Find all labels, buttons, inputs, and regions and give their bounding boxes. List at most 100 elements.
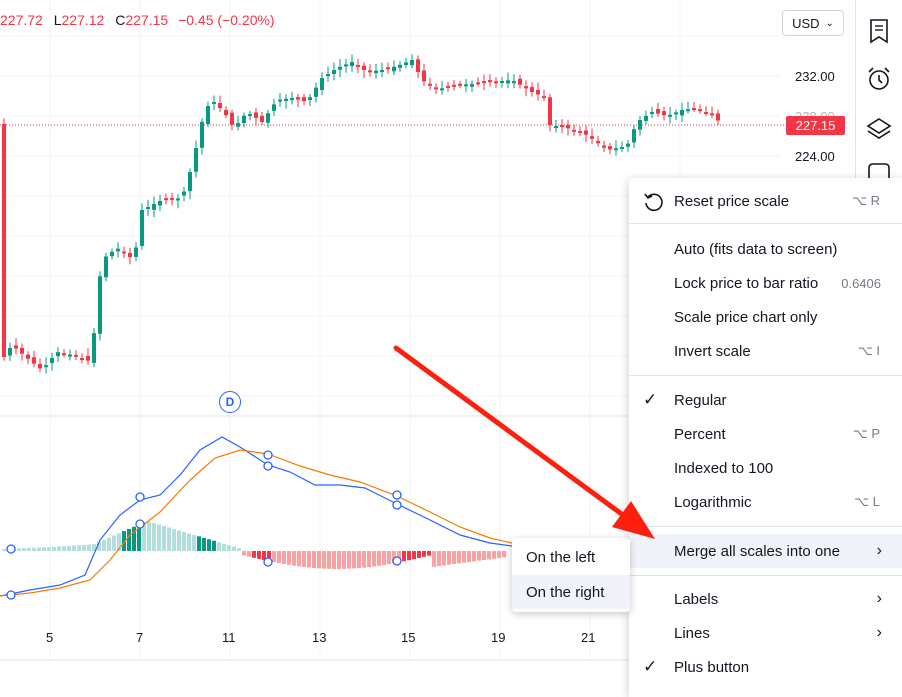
candle-body — [14, 345, 18, 349]
menu-item-scale-price-only[interactable]: Scale price chart only — [629, 300, 902, 334]
crossover-markers — [6, 450, 402, 600]
candle-body — [260, 115, 264, 122]
histogram-bar — [47, 547, 51, 551]
candle-body — [110, 251, 114, 257]
crossover-marker — [392, 500, 402, 510]
low-value: 227.12 — [61, 12, 105, 28]
candle-body — [290, 98, 294, 101]
candle-body — [506, 80, 510, 84]
histogram-bar — [452, 551, 456, 565]
candle-body — [380, 70, 384, 72]
candle-body — [116, 248, 120, 252]
menu-item-label: Indexed to 100 — [674, 459, 774, 477]
layers-icon[interactable] — [864, 114, 894, 144]
histogram-bar — [392, 551, 396, 564]
candle-body — [422, 70, 426, 82]
candle-body — [368, 70, 372, 73]
submenu-item-on-right[interactable]: On the right — [512, 575, 630, 609]
panel-icon[interactable] — [864, 160, 894, 178]
candle-body — [50, 358, 54, 363]
candle-body — [548, 97, 552, 125]
candle-body — [398, 64, 402, 68]
menu-item-labels[interactable]: Labels › — [629, 582, 902, 616]
menu-item-reset-price-scale[interactable]: Reset price scale ⌥ R — [629, 184, 902, 218]
time-axis-label: 11 — [222, 630, 236, 645]
dividend-marker[interactable]: D — [219, 391, 241, 413]
menu-item-plus-button[interactable]: ✓ Plus button — [629, 650, 902, 684]
macd-histogram — [2, 521, 506, 569]
candle-body — [536, 89, 540, 95]
histogram-bar — [277, 551, 281, 564]
histogram-bar — [267, 551, 271, 562]
histogram-bar — [337, 551, 341, 569]
histogram-bar — [57, 546, 61, 551]
histogram-bar — [122, 531, 126, 551]
histogram-bar — [17, 548, 21, 551]
histogram-bar — [162, 526, 166, 551]
histogram-bar — [192, 534, 196, 551]
currency-button[interactable]: USD ⌄ — [782, 10, 844, 36]
candle-body — [362, 65, 366, 70]
candle-body — [404, 62, 408, 65]
candle-body — [716, 113, 720, 121]
menu-item-label: Scale price chart only — [674, 308, 818, 326]
menu-item-shortcut: ⌥ I — [857, 343, 880, 358]
histogram-bar — [287, 551, 291, 565]
menu-divider — [629, 223, 902, 224]
menu-item-indexed[interactable]: Indexed to 100 — [629, 451, 902, 485]
candle-body — [464, 84, 468, 87]
histogram-bar — [447, 551, 451, 565]
candle-body — [566, 124, 570, 129]
crossover-marker — [6, 590, 16, 600]
candle-body — [62, 353, 66, 356]
candle-body — [590, 136, 594, 139]
ratio-value: 0.6406 — [841, 275, 881, 291]
crossover-marker — [135, 492, 145, 502]
histogram-bar — [372, 551, 376, 567]
chart-canvas[interactable] — [0, 0, 855, 697]
chart-area[interactable]: 227.72 L227.12 C227.15 −0.45 (−0.20%) US… — [0, 0, 855, 697]
menu-item-invert-scale[interactable]: Invert scale ⌥ I — [629, 334, 902, 368]
candle-body — [92, 333, 96, 363]
candle-body — [188, 172, 192, 192]
menu-item-lock-price-ratio[interactable]: Lock price to bar ratio 0.6406 — [629, 266, 902, 300]
candle-body — [680, 110, 684, 116]
histogram-bar — [457, 551, 461, 564]
histogram-bar — [297, 551, 301, 567]
menu-item-label: Plus button — [674, 658, 750, 676]
histogram-bar — [467, 551, 471, 563]
histogram-bar — [397, 551, 401, 563]
candle-body — [470, 84, 474, 87]
candle-body — [632, 129, 636, 143]
candle-body — [350, 62, 354, 67]
menu-item-merge-scales[interactable]: Merge all scales into one › — [629, 534, 902, 568]
menu-item-regular[interactable]: ✓ Regular — [629, 383, 902, 417]
watchlist-icon[interactable] — [864, 16, 894, 46]
histogram-bar — [252, 551, 256, 558]
histogram-bar — [497, 551, 501, 559]
menu-item-percent[interactable]: Percent ⌥ P — [629, 417, 902, 451]
menu-item-lines[interactable]: Lines › — [629, 616, 902, 650]
candle-body — [644, 116, 648, 121]
histogram-bar — [307, 551, 311, 568]
chevron-right-icon: › — [876, 624, 882, 641]
histogram-bar — [352, 551, 356, 569]
menu-item-shortcut: ⌥ P — [852, 426, 880, 441]
candle-body — [488, 79, 492, 83]
candle-body — [134, 247, 138, 257]
candle-body — [230, 112, 234, 125]
menu-divider — [629, 526, 902, 527]
candle-body — [410, 60, 414, 66]
histogram-bar — [387, 551, 391, 565]
candle-body — [638, 120, 642, 130]
histogram-bar — [157, 524, 161, 551]
alarm-clock-icon[interactable] — [864, 64, 894, 94]
crossover-marker — [263, 450, 273, 460]
submenu-item-on-left[interactable]: On the left — [526, 548, 596, 566]
time-axis-label: 7 — [136, 630, 144, 645]
candle-body — [596, 140, 600, 144]
last-price-tag: 227.15 — [786, 116, 845, 135]
histogram-bar — [282, 551, 286, 564]
menu-item-logarithmic[interactable]: Logarithmic ⌥ L — [629, 485, 902, 519]
menu-item-auto[interactable]: Auto (fits data to screen) — [629, 232, 902, 266]
